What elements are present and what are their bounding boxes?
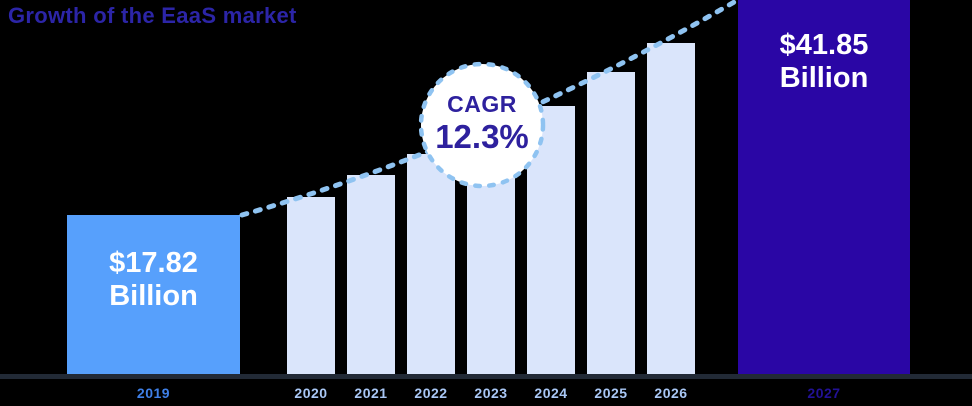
year-label-2024: 2024 [534, 385, 568, 401]
start-bar-amount: $17.82 [109, 247, 198, 279]
cagr-value: 12.3% [435, 118, 529, 155]
year-label-2020: 2020 [294, 385, 328, 401]
end-bar-value-label: $41.85 Billion [738, 29, 910, 95]
bar-2020 [287, 197, 335, 374]
cagr-label: CAGR [447, 91, 517, 117]
cagr-badge: CAGR 12.3% [392, 91, 572, 156]
year-label-2019: 2019 [136, 385, 171, 401]
end-bar-amount: $41.85 [779, 29, 869, 61]
year-label-2022: 2022 [414, 385, 448, 401]
x-axis-line [0, 374, 972, 379]
bar-2027 [738, 0, 910, 374]
year-label-2021: 2021 [354, 385, 388, 401]
bar-2019 [67, 215, 240, 374]
year-label-2023: 2023 [474, 385, 508, 401]
year-label-2025: 2025 [594, 385, 628, 401]
end-bar-unit: Billion [779, 62, 869, 94]
start-bar-value-label: $17.82 Billion [67, 247, 240, 313]
year-label-2026: 2026 [654, 385, 688, 401]
start-bar-unit: Billion [109, 280, 198, 312]
year-label-2027: 2027 [807, 385, 841, 401]
